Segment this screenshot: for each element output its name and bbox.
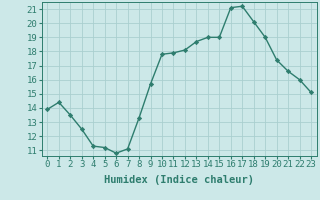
X-axis label: Humidex (Indice chaleur): Humidex (Indice chaleur) [104,175,254,185]
